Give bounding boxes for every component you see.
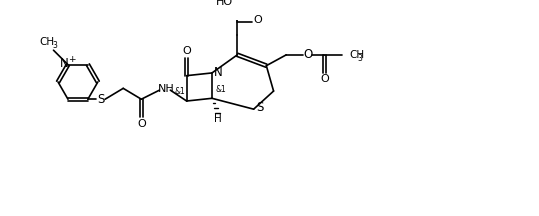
Text: CH: CH bbox=[350, 50, 365, 60]
Text: O: O bbox=[320, 74, 329, 84]
Text: N: N bbox=[60, 57, 69, 70]
Text: O: O bbox=[182, 46, 191, 56]
Text: O: O bbox=[137, 119, 146, 129]
Text: CH: CH bbox=[39, 37, 54, 47]
Text: +: + bbox=[68, 55, 75, 64]
Text: S: S bbox=[257, 101, 264, 114]
Text: O: O bbox=[253, 15, 261, 25]
Text: &1: &1 bbox=[174, 87, 185, 97]
Text: 3: 3 bbox=[53, 41, 58, 50]
Text: HO: HO bbox=[216, 0, 233, 7]
Text: H: H bbox=[213, 114, 222, 124]
Text: NH: NH bbox=[157, 84, 174, 94]
Text: 3: 3 bbox=[358, 54, 363, 63]
Text: &1: &1 bbox=[216, 85, 226, 94]
Text: N: N bbox=[214, 67, 223, 79]
Text: S: S bbox=[97, 93, 104, 106]
Text: O: O bbox=[303, 48, 313, 61]
